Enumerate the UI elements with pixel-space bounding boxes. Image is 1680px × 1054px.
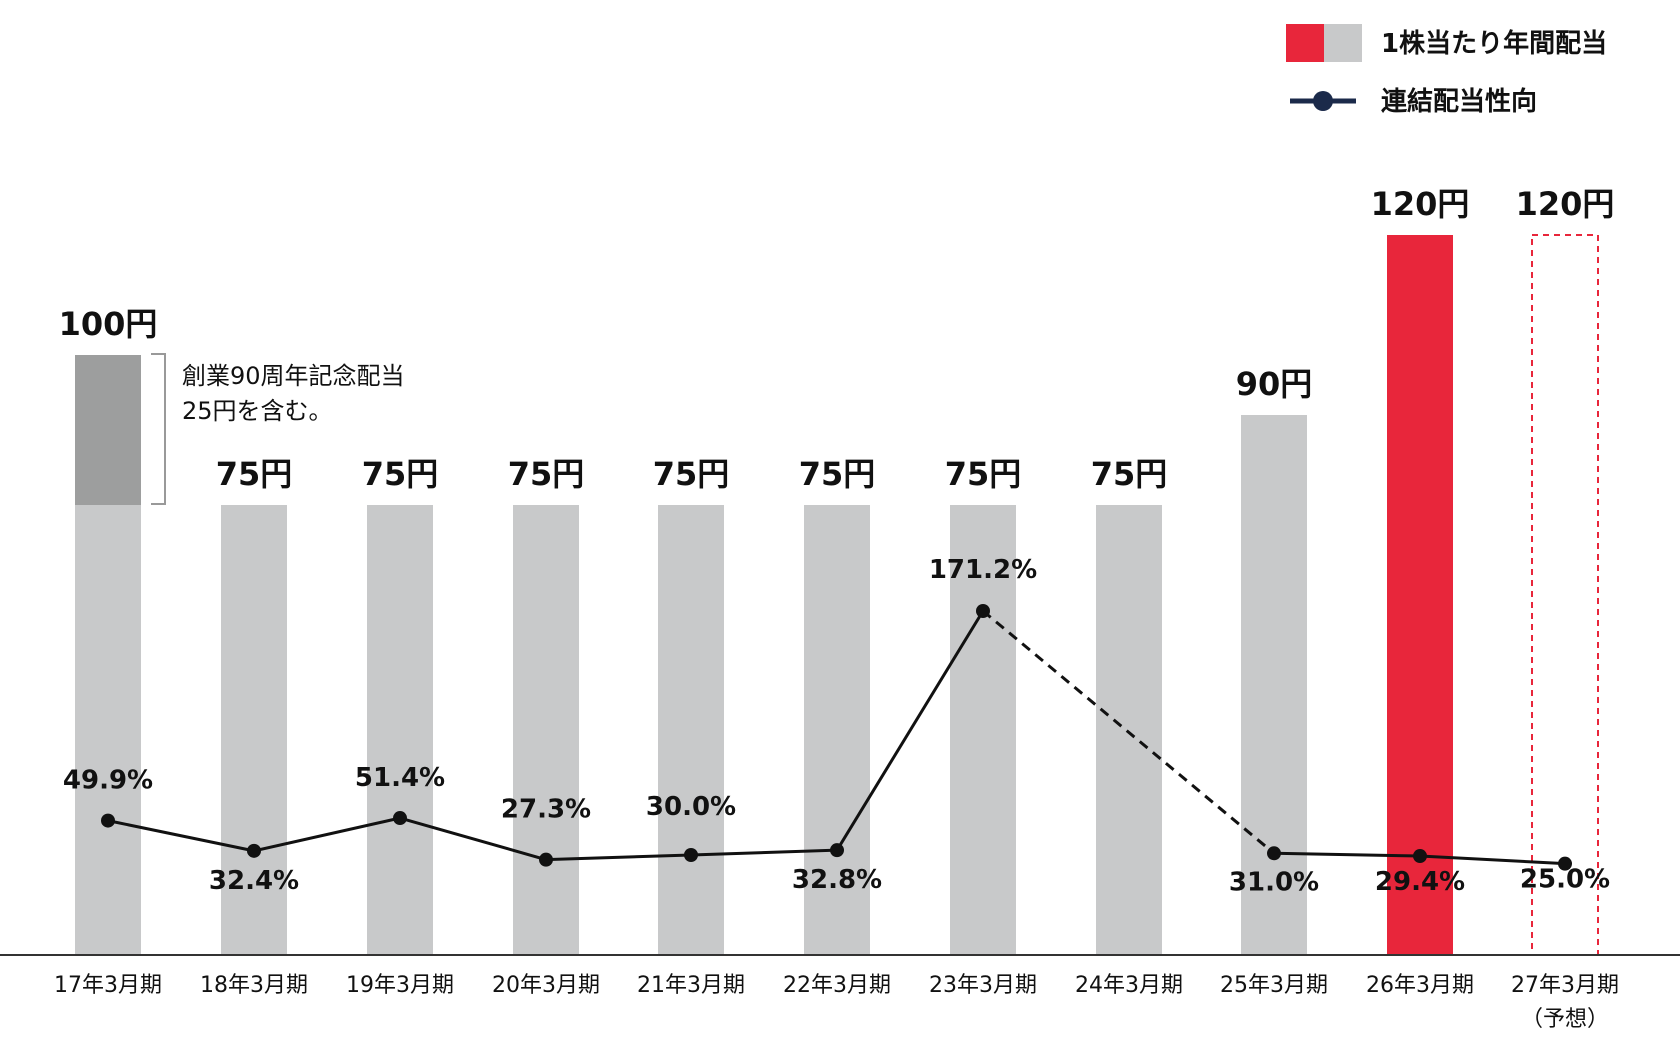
bar (1096, 505, 1162, 955)
category-tick-label: 24年3月期 (1075, 973, 1183, 998)
category-tick-label: 23年3月期 (929, 973, 1037, 998)
bar-value-label: 75円 (216, 455, 293, 493)
line-segment-dashed (982, 609, 1275, 855)
line-layer (101, 604, 1572, 871)
forecast-note: （予想） (1521, 1007, 1609, 1032)
bar-value-label: 75円 (945, 455, 1022, 493)
category-tick-label: 19年3月期 (346, 973, 454, 998)
line-segment (1273, 851, 1421, 858)
legend-line-marker (1313, 91, 1333, 111)
bar (1241, 415, 1307, 955)
category-tick-label: 22年3月期 (783, 973, 891, 998)
category-tick-label: 27年3月期 (1511, 973, 1619, 998)
commemorative-annotation: 創業90周年記念配当 25円を含む。 (151, 353, 405, 505)
bar-value-label: 120円 (1371, 185, 1470, 223)
category-tick-label: 17年3月期 (54, 973, 162, 998)
line-point (247, 843, 261, 858)
bar (950, 505, 1016, 955)
bar (367, 505, 433, 955)
bar (658, 505, 724, 955)
line-point (976, 604, 990, 618)
line-point (101, 813, 115, 828)
labels-layer: 100円 75円 75円 75円 75円 75円 75円 75円 90円 120円 120円 49.9… (59, 185, 1615, 897)
line-value-label: 32.8% (792, 865, 882, 895)
bar-value-label: 75円 (362, 455, 439, 493)
category-tick-label: 25年3月期 (1220, 973, 1328, 998)
category-tick-label: 26年3月期 (1366, 973, 1474, 998)
line-segment (253, 816, 401, 853)
line-value-label: 31.0% (1229, 867, 1319, 897)
legend-bar-swatch-red (1286, 24, 1324, 62)
legend-bar-swatch-gray (1324, 24, 1362, 62)
line-point (1558, 856, 1572, 871)
line-segment (399, 816, 547, 862)
line-value-label: 171.2% (929, 555, 1037, 585)
line-segment (690, 848, 838, 857)
bar (804, 505, 870, 955)
annotation-line-2: 25円を含む。 (182, 397, 333, 425)
bar (221, 505, 287, 955)
bar-value-label: 75円 (799, 455, 876, 493)
category-tick-label: 20年3月期 (492, 973, 600, 998)
line-segment (835, 610, 985, 851)
category-tick-label: 18年3月期 (200, 973, 308, 998)
line-point (393, 811, 407, 826)
bar-ordinary (75, 505, 141, 955)
line-point (539, 852, 553, 867)
line-value-label: 27.3% (501, 795, 591, 825)
bar-value-label: 120円 (1516, 185, 1615, 223)
legend: 1株当たり年間配当 連結配当性向 (1286, 24, 1607, 117)
line-value-label: 30.0% (646, 792, 736, 822)
line-point (684, 848, 698, 862)
legend-bar-label: 1株当たり年間配当 (1381, 28, 1607, 59)
bar (513, 505, 579, 955)
line-point (1413, 849, 1427, 864)
axis-layer: 17年3月期 18年3月期 19年3月期 20年3月期 21年3月期 22年3月期 23年3… (0, 954, 1680, 1032)
bar-commemorative (75, 355, 141, 505)
line-point (1267, 846, 1281, 861)
category-tick-label: 21年3月期 (637, 973, 745, 998)
bar-value-label: 75円 (653, 455, 730, 493)
bar-forecast (1531, 234, 1599, 956)
line-value-label: 32.4% (209, 866, 299, 896)
bar-value-label: 75円 (508, 455, 585, 493)
line-value-label: 51.4% (355, 763, 445, 793)
line-point (830, 843, 844, 858)
line-value-label: 25.0% (1520, 865, 1610, 895)
bars-layer (75, 234, 1599, 956)
bar-value-label: 100円 (59, 305, 158, 343)
line-segment (107, 819, 255, 853)
bar-highlight (1387, 235, 1453, 955)
line-value-label: 49.9% (63, 766, 153, 796)
bar-value-label: 90円 (1236, 365, 1313, 403)
annotation-line-1: 創業90周年記念配当 (182, 362, 405, 390)
bar-value-label: 75円 (1091, 455, 1168, 493)
line-value-label: 29.4% (1375, 867, 1465, 897)
line-segment (545, 853, 692, 862)
legend-line-label: 連結配当性向 (1381, 86, 1537, 117)
line-segment (1419, 854, 1566, 866)
annotation-bracket (151, 353, 166, 505)
